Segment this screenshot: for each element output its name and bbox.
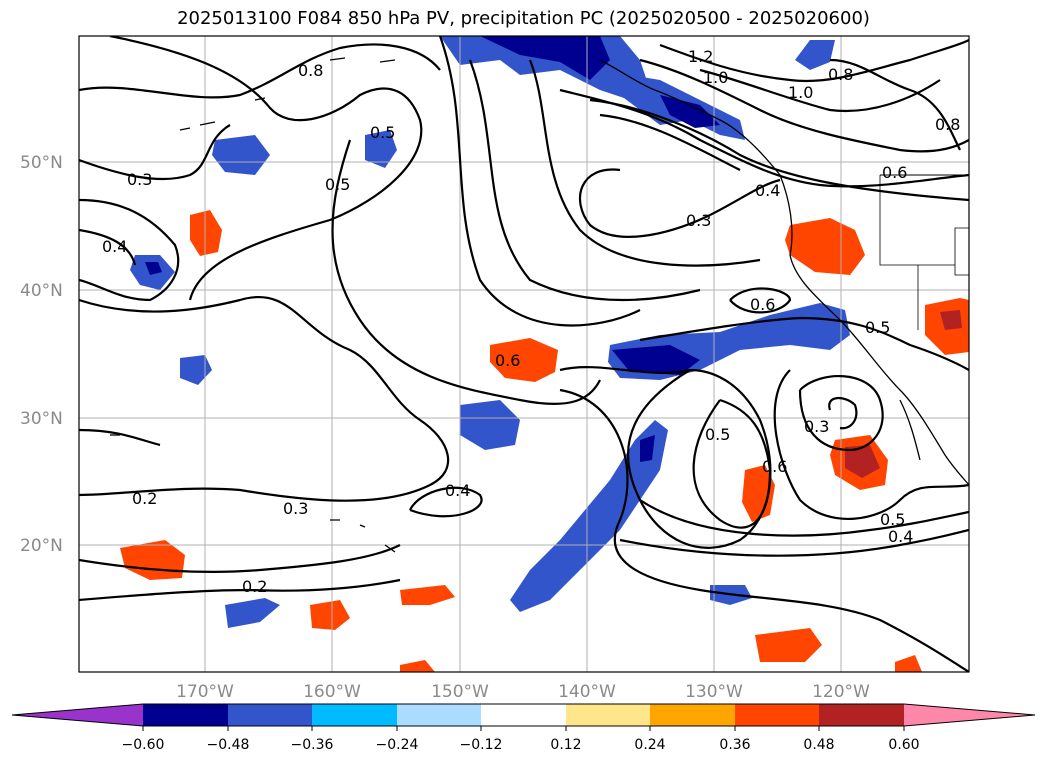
colorbar-segment bbox=[228, 704, 312, 726]
contour-label: 0.8 bbox=[298, 61, 323, 80]
contour-label: 0.6 bbox=[882, 163, 907, 182]
contour-label: 0.5 bbox=[325, 175, 350, 194]
map-title: 2025013100 F084 850 hPa PV, precipitatio… bbox=[177, 8, 870, 29]
colorbar-segment bbox=[143, 704, 228, 726]
lat-label: 30°N bbox=[20, 409, 63, 429]
latitude-labels: 50°N 40°N 30°N 20°N bbox=[20, 153, 63, 556]
lat-label: 40°N bbox=[20, 281, 63, 301]
contour-label: 1.2 bbox=[688, 47, 713, 66]
lon-label: 160°W bbox=[303, 682, 361, 702]
colorbar-segment bbox=[481, 704, 566, 726]
contour-label: 0.4 bbox=[445, 481, 470, 500]
contour-label: 0.5 bbox=[865, 318, 890, 337]
precipitation-shading bbox=[120, 36, 969, 672]
colorbar-segment bbox=[735, 704, 819, 726]
contour-label: 0.5 bbox=[370, 123, 395, 142]
colorbar-tick: −0.48 bbox=[207, 737, 250, 753]
contour-label: 0.6 bbox=[750, 295, 775, 314]
colorbar-extend-high bbox=[904, 704, 1035, 726]
lon-label: 170°W bbox=[176, 682, 234, 702]
coastline bbox=[110, 57, 969, 553]
contour-label: 0.4 bbox=[102, 237, 127, 256]
contour-labels: 0.8 0.5 0.5 0.3 0.4 1.2 1.0 1.0 0.8 0.8 … bbox=[102, 47, 960, 596]
contour-label: 1.0 bbox=[703, 68, 728, 87]
colorbar-segment bbox=[397, 704, 481, 726]
lon-label: 150°W bbox=[431, 682, 489, 702]
contour-label: 0.3 bbox=[804, 417, 829, 436]
colorbar-tick: −0.24 bbox=[376, 737, 419, 753]
lat-label: 50°N bbox=[20, 153, 63, 173]
contour-label: 0.2 bbox=[132, 489, 157, 508]
colorbar-tick: −0.12 bbox=[460, 737, 503, 753]
graticule bbox=[79, 36, 969, 672]
pv-contours bbox=[79, 36, 969, 672]
colorbar-tick: −0.60 bbox=[122, 737, 165, 753]
colorbar-tick: 0.60 bbox=[888, 737, 919, 753]
colorbar-tick: 0.12 bbox=[550, 737, 581, 753]
contour-label: 0.8 bbox=[828, 65, 853, 84]
contour-label: 0.8 bbox=[935, 115, 960, 134]
map-border bbox=[78, 35, 970, 673]
contour-label: 0.6 bbox=[495, 351, 520, 370]
lon-label: 140°W bbox=[558, 682, 616, 702]
colorbar-extend-low bbox=[12, 704, 143, 726]
lon-label: 130°W bbox=[685, 682, 743, 702]
contour-label: 0.3 bbox=[127, 170, 152, 189]
contour-label: 0.3 bbox=[686, 211, 711, 230]
colorbar-segment bbox=[312, 704, 397, 726]
contour-label: 0.3 bbox=[283, 499, 308, 518]
contour-label: 0.5 bbox=[880, 510, 905, 529]
contour-label: 0.4 bbox=[888, 527, 913, 546]
colorbar-tick: 0.48 bbox=[803, 737, 834, 753]
contour-label: 1.0 bbox=[788, 83, 813, 102]
lat-label: 20°N bbox=[20, 536, 63, 556]
colorbar-segment bbox=[566, 704, 650, 726]
colorbar-segment bbox=[819, 704, 904, 726]
lon-label: 120°W bbox=[812, 682, 870, 702]
colorbar-segment bbox=[650, 704, 735, 726]
colorbar-tick: −0.36 bbox=[291, 737, 334, 753]
contour-label: 0.5 bbox=[705, 425, 730, 444]
colorbar-tick: 0.24 bbox=[634, 737, 665, 753]
longitude-labels: 170°W 160°W 150°W 140°W 130°W 120°W bbox=[176, 682, 870, 702]
colorbar: −0.60 −0.48 −0.36 −0.24 −0.12 0.12 0.24 … bbox=[11, 703, 1036, 753]
contour-label: 0.2 bbox=[242, 577, 267, 596]
colorbar-tick: 0.36 bbox=[719, 737, 750, 753]
contour-label: 0.4 bbox=[755, 181, 780, 200]
contour-label: 0.6 bbox=[762, 457, 787, 476]
